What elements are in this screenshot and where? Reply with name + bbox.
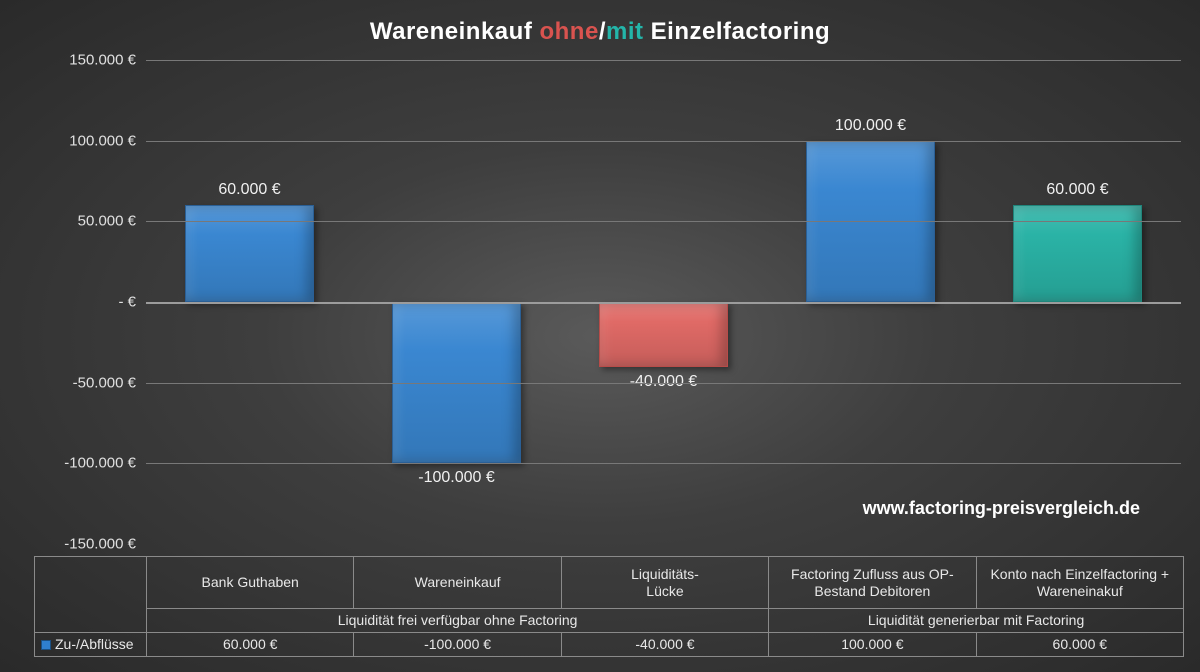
axis-zero-line bbox=[146, 302, 1181, 304]
bar-value-label: -40.000 € bbox=[560, 373, 767, 391]
y-tick-label: 50.000 € bbox=[0, 213, 136, 230]
series-marker-icon bbox=[41, 640, 51, 650]
y-tick-label: 100.000 € bbox=[0, 132, 136, 149]
table-corner-blank bbox=[35, 557, 147, 633]
bar bbox=[185, 205, 313, 302]
chart-title: Wareneinkauf ohne/mit Einzelfactoring bbox=[10, 18, 1190, 46]
bar-value-label: 60.000 € bbox=[146, 181, 353, 199]
plot-area: 60.000 € -100.000 € -40.000 € 100.000 € 60.0… bbox=[146, 60, 1181, 544]
table-group-a: Liquidität frei verfügbar ohne Factoring bbox=[147, 609, 769, 633]
y-tick-label: -150.000 € bbox=[0, 536, 136, 553]
gridline bbox=[146, 141, 1181, 142]
table-value-cell: 60.000 € bbox=[976, 633, 1183, 657]
gridline bbox=[146, 383, 1181, 384]
gridline bbox=[146, 60, 1181, 61]
bar-value-label: 100.000 € bbox=[767, 117, 974, 135]
title-mit: mit bbox=[606, 18, 644, 45]
table-category-cell: Factoring Zufluss aus OP-Bestand Debitor… bbox=[769, 557, 976, 609]
chart-container: Wareneinkauf ohne/mit Einzelfactoring 60… bbox=[0, 0, 1200, 672]
y-tick-label: -100.000 € bbox=[0, 455, 136, 472]
gridline bbox=[146, 463, 1181, 464]
bar-value-label: -100.000 € bbox=[353, 469, 560, 487]
series-name: Zu-/Abflüsse bbox=[55, 636, 134, 652]
table-group-b: Liquidität generierbar mit Factoring bbox=[769, 609, 1184, 633]
table-row-label: Zu-/Abflüsse bbox=[35, 633, 147, 657]
table-group-row: Liquidität frei verfügbar ohne Factoring… bbox=[35, 609, 1184, 633]
y-tick-label: 150.000 € bbox=[0, 52, 136, 69]
table-value-cell: 100.000 € bbox=[769, 633, 976, 657]
table-value-cell: -100.000 € bbox=[354, 633, 561, 657]
table-category-cell: Liquiditäts-Lücke bbox=[561, 557, 768, 609]
title-prefix: Wareneinkauf bbox=[370, 18, 540, 45]
title-ohne: ohne bbox=[539, 18, 598, 45]
title-slash: / bbox=[599, 18, 606, 45]
y-tick-label: - € bbox=[0, 294, 136, 311]
bar bbox=[599, 302, 727, 367]
table-value-cell: 60.000 € bbox=[147, 633, 354, 657]
bar bbox=[1013, 205, 1141, 302]
table-category-cell: Wareneinkauf bbox=[354, 557, 561, 609]
y-tick-label: -50.000 € bbox=[0, 374, 136, 391]
table-values-row: Zu-/Abflüsse 60.000 €-100.000 €-40.000 €… bbox=[35, 633, 1184, 657]
table-category-cell: Bank Guthaben bbox=[147, 557, 354, 609]
table-category-row: Bank GuthabenWareneinkaufLiquiditäts-Lüc… bbox=[35, 557, 1184, 609]
gridline bbox=[146, 221, 1181, 222]
table-value-cell: -40.000 € bbox=[561, 633, 768, 657]
title-suffix: Einzelfactoring bbox=[643, 18, 830, 45]
table-category-cell: Konto nach Einzelfactoring + Wareneinaku… bbox=[976, 557, 1183, 609]
bar-value-label: 60.000 € bbox=[974, 181, 1181, 199]
watermark-text: www.factoring-preisvergleich.de bbox=[863, 498, 1140, 519]
data-table: Bank GuthabenWareneinkaufLiquiditäts-Lüc… bbox=[34, 556, 1184, 657]
